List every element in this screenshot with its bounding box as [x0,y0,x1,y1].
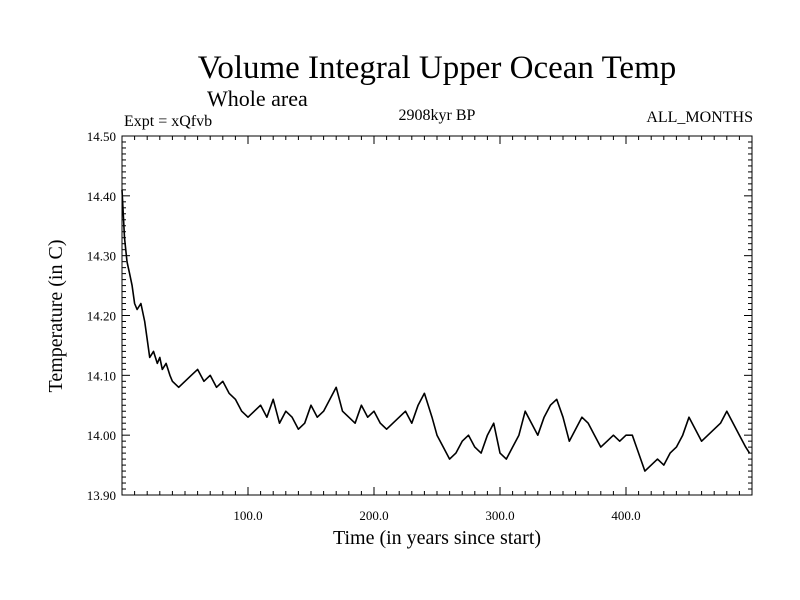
months-label: ALL_MONTHS [646,109,753,126]
x-tick-label: 300.0 [485,508,514,523]
y-axis: 13.90 14.00 14.10 14.20 14.30 14.40 14.50 [87,129,752,503]
x-tick-label: 100.0 [233,508,262,523]
experiment-label: Expt = xQfvb [124,113,212,130]
y-tick-label: 13.90 [87,488,116,503]
series-layer [121,189,751,472]
x-tick-label: 200.0 [359,508,388,523]
y-axis-label: Temperature (in C) [45,240,67,393]
y-tick-label: 14.00 [87,428,116,443]
x-tick-label: 400.0 [611,508,640,523]
y-tick-label: 14.20 [87,309,116,324]
y-tick-label: 14.40 [87,189,116,204]
y-tick-label: 14.10 [87,368,116,383]
chart-subtitle: Whole area [207,86,308,111]
series-line [121,189,751,472]
plot-frame [121,135,753,496]
y-tick-label: 14.30 [87,249,116,264]
chart-title: Volume Integral Upper Ocean Temp [198,50,676,86]
x-axis: 100.0 200.0 300.0 400.0 [134,136,740,523]
y-tick-label: 14.50 [87,129,116,144]
period-label: 2908kyr BP [399,107,476,124]
x-axis-label: Time (in years since start) [333,527,541,549]
